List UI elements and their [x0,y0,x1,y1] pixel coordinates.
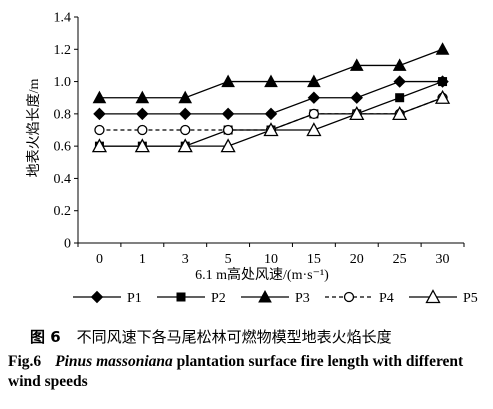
y-tick-label: 1.2 [54,43,72,58]
caption-species: Pinus massoniana [55,353,173,370]
legend-marker-p5 [425,289,441,304]
y-tick-label: 0.8 [54,107,72,122]
data-point-p2 [438,77,448,87]
x-tick-label: 20 [350,252,364,267]
data-point-p5 [220,138,236,153]
data-point-p3 [392,58,407,71]
legend-label-p3: P3 [295,291,310,306]
data-point-p1 [136,107,149,121]
x-tick-label: 0 [96,252,103,267]
data-point-p2 [395,93,405,103]
data-point-p4 [94,124,105,136]
x-tick-label: 15 [307,252,321,267]
legend-item-p2: P2 [157,291,226,306]
y-axis-label: 地表火焰长度/m [26,79,42,178]
data-point-p3 [178,90,193,104]
data-point-p1 [221,107,235,121]
line-chart: 0 0.2 0.4 0.6 0.8 1.0 1.2 1.4 0 1 3 5 10 15 20 25 30 P1… [26,11,478,307]
y-tick-label: 0.4 [54,172,72,187]
legend-item-p4: P4 [325,291,394,306]
legend-label-p1: P1 [127,291,142,306]
data-point-p5 [349,105,365,121]
data-point-p1 [393,75,406,88]
caption-text-en: plantation surface fire length with diff… [8,353,464,390]
x-tick-label: 25 [393,252,407,267]
legend-item-p1: P1 [73,290,142,306]
data-point-p1 [264,107,278,121]
data-point-p5 [306,122,322,137]
y-tick-labels: 0 0.2 0.4 0.6 0.8 1.0 1.2 1.4 [54,11,72,252]
legend-marker-p2 [176,292,186,302]
legend: P1 P2 P3 P4 P5 [73,289,478,306]
data-point-p3 [435,42,450,55]
x-tick-label: 3 [182,252,189,267]
series-group [91,42,451,153]
legend-marker-p4 [343,291,355,303]
data-point-p1 [93,107,106,121]
legend-label-p2: P2 [211,291,226,306]
x-tick-label: 10 [264,252,278,267]
data-point-p5 [177,138,193,153]
series-p1 [93,75,449,121]
series-p3 [92,42,450,104]
caption-chinese: 图 6 不同风速下各马尾松林可燃物模型地表火焰长度 [30,326,493,347]
data-point-p3 [135,90,150,104]
x-tick-labels: 0 1 3 5 10 15 20 25 30 [96,252,450,267]
series-line-p5 [99,97,443,147]
data-point-p5 [134,138,150,153]
legend-item-p5: P5 [409,289,478,306]
chart-axes [74,16,465,247]
series-line-p3 [99,48,443,99]
data-point-p4 [180,124,191,136]
caption-text-cn: 不同风速下各马尾松林可燃物模型地表火焰长度 [76,328,392,346]
y-tick-label: 1.0 [54,75,72,90]
legend-label-p4: P4 [379,291,394,306]
legend-item-p3: P3 [241,289,310,306]
figure-number-en: Fig.6 [8,353,42,370]
data-point-p3 [221,74,235,88]
y-tick-label: 1.4 [54,11,72,26]
data-point-p5 [263,122,279,137]
data-point-p5 [434,89,451,104]
y-tick-label: 0.2 [54,204,72,219]
legend-marker-p1 [90,290,104,304]
x-axis-label: 6.1 m高处风速/(m·s⁻¹) [195,266,329,283]
y-tick-label: 0.6 [54,140,72,155]
data-point-p3 [92,90,107,104]
legend-marker-p3 [258,289,272,303]
data-point-p3 [264,74,278,88]
data-point-p3 [349,58,364,71]
data-point-p4 [137,124,148,136]
data-point-p4 [308,108,320,120]
figure-number-cn: 图 6 [30,328,61,346]
data-point-p1 [307,91,321,104]
x-tick-label: 1 [139,252,146,267]
y-tick-label: 0 [64,237,71,252]
data-point-p4 [222,124,234,136]
x-tick-label: 30 [436,252,450,267]
data-point-p5 [392,105,408,121]
x-tick-label: 5 [225,252,232,267]
legend-label-p5: P5 [463,291,478,306]
data-point-p3 [307,74,321,88]
series-p5 [91,89,451,153]
data-point-p5 [91,138,108,153]
data-point-p1 [179,107,192,121]
caption-english: Fig.6 Pinus massoniana plantation surface… [8,352,493,392]
data-point-p1 [350,91,363,104]
